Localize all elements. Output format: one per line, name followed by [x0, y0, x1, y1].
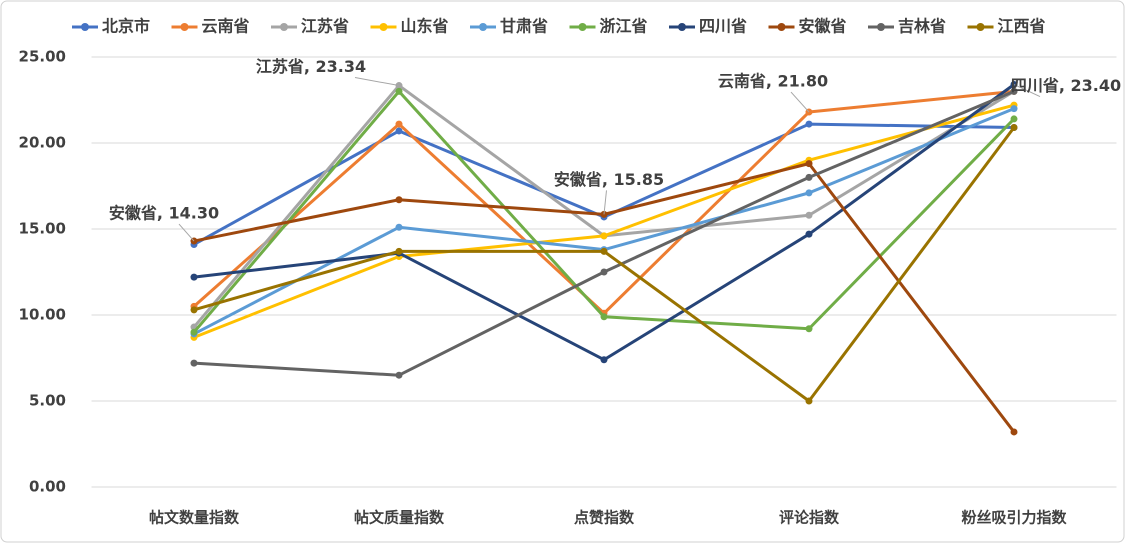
x-tick-label: 点赞指数: [574, 509, 635, 527]
y-tick-label: 10.00: [19, 306, 66, 324]
data-point: [395, 120, 403, 128]
y-tick-label: 15.00: [19, 220, 66, 238]
data-point: [805, 397, 813, 405]
legend-marker: [479, 23, 487, 31]
legend-label: 江西省: [998, 17, 1046, 36]
data-point: [805, 211, 813, 219]
data-point: [1010, 428, 1018, 436]
legend-marker: [280, 23, 288, 31]
legend-marker: [976, 23, 985, 31]
legend-label: 山东省: [401, 17, 449, 36]
x-tick-label: 帖文数量指数: [149, 509, 240, 527]
leader-line: [1013, 84, 1041, 97]
leader-line: [790, 91, 810, 113]
data-label: 四川省, 23.40: [1011, 76, 1121, 95]
data-point: [600, 232, 608, 240]
legend-marker: [578, 23, 587, 31]
y-tick-label: 5.00: [29, 392, 66, 410]
legend-marker: [180, 23, 189, 31]
y-tick-label: 20.00: [19, 134, 66, 152]
data-point: [395, 87, 403, 95]
legend-marker: [678, 23, 686, 31]
leader-line: [178, 223, 195, 242]
legend-marker: [379, 23, 388, 31]
data-point: [395, 371, 403, 379]
legend: 北京市 云南省 江苏省 山东省 甘肃省 浙江省 四川省 安徽省 吉林省 江西省: [72, 17, 1046, 36]
data-point: [1010, 87, 1018, 95]
data-point: [395, 223, 403, 231]
data-point: [1010, 124, 1018, 132]
leader-line: [354, 77, 400, 87]
legend-label: 吉林省: [898, 17, 946, 36]
data-label: 安徽省, 15.85: [554, 170, 664, 189]
legend-label: 北京市: [102, 17, 150, 36]
legend-label: 甘肃省: [500, 17, 548, 36]
x-tick-label: 粉丝吸引力指数: [961, 509, 1067, 527]
data-point: [190, 273, 198, 281]
legend-label: 浙江省: [600, 17, 648, 36]
data-point: [190, 306, 198, 314]
y-tick-label: 25.00: [19, 48, 66, 66]
legend-marker: [777, 23, 786, 31]
data-point: [395, 247, 403, 255]
data-point: [1010, 105, 1018, 113]
data-point: [600, 247, 608, 255]
data-point: [600, 356, 608, 364]
data-point: [805, 230, 813, 238]
x-tick-label: 帖文质量指数: [354, 509, 445, 527]
legend-label: 四川省: [699, 17, 747, 36]
data-point: [600, 313, 608, 321]
data-point: [805, 325, 813, 333]
data-label: 江苏省, 23.34: [256, 57, 366, 76]
data-point: [190, 359, 198, 367]
data-label: 安徽省, 14.30: [109, 204, 219, 223]
data-point: [805, 173, 813, 181]
legend-label: 安徽省: [799, 17, 847, 36]
data-label: 云南省, 21.80: [718, 72, 828, 91]
data-point: [805, 160, 813, 168]
data-point: [600, 268, 608, 276]
data-point: [395, 196, 403, 204]
legend-marker: [81, 23, 89, 31]
legend-label: 云南省: [202, 17, 250, 36]
data-point: [190, 328, 198, 336]
data-point: [1010, 115, 1018, 123]
data-point: [805, 189, 813, 197]
legend-marker: [877, 23, 885, 31]
legend-label: 江苏省: [301, 17, 349, 36]
leader-line: [603, 190, 607, 215]
data-point: [805, 120, 813, 128]
y-tick-label: 0.00: [29, 478, 66, 496]
data-point: [395, 127, 403, 135]
x-tick-label: 评论指数: [779, 509, 840, 527]
